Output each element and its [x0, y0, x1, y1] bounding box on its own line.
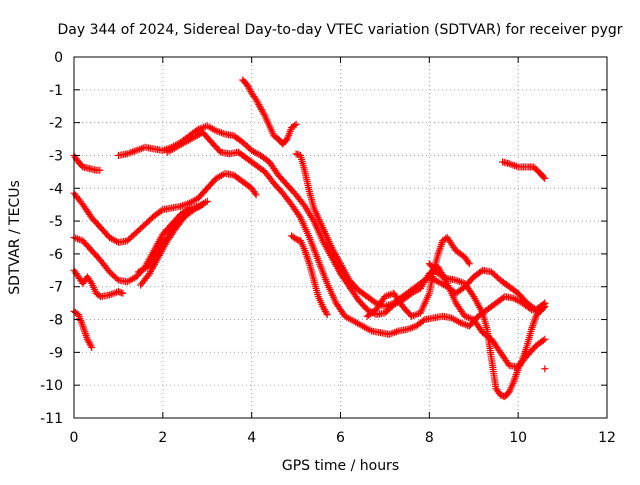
series-arc-f [134, 207, 193, 276]
data-point [322, 309, 330, 317]
series-arc-b [70, 170, 260, 246]
x-tick-label: 4 [247, 430, 256, 446]
x-tick-label: 8 [425, 430, 434, 446]
data-point [295, 212, 303, 220]
x-tick-label: 0 [70, 430, 79, 446]
y-tick-label: -5 [49, 214, 63, 230]
x-tick-label: 6 [336, 430, 345, 446]
data-point [88, 343, 96, 351]
x-tick-label: 2 [158, 430, 167, 446]
data-points [70, 76, 549, 401]
y-tick-label: -1 [49, 83, 63, 99]
y-tick-label: -3 [49, 148, 63, 164]
y-tick-label: -8 [49, 313, 63, 329]
data-point [113, 275, 121, 283]
data-point [203, 197, 211, 205]
data-point [96, 166, 104, 174]
data-point [465, 260, 473, 268]
data-point [157, 207, 165, 215]
y-tick-label: -6 [49, 247, 63, 263]
y-tick-label: -11 [40, 411, 63, 427]
series-arc-j [239, 76, 300, 148]
y-tick-label: -2 [49, 116, 63, 132]
series-arc-m [363, 234, 473, 320]
x-tick-label: 10 [509, 430, 527, 446]
data-point [464, 258, 472, 266]
series-arc-i [163, 128, 549, 338]
y-tick-label: -10 [40, 378, 63, 394]
data-point [323, 311, 331, 319]
y-tick-label: -4 [49, 181, 63, 197]
data-point [419, 317, 427, 325]
series-arc-k [292, 150, 549, 314]
data-point [541, 174, 549, 182]
data-point [291, 234, 299, 242]
series-arc-d [70, 266, 127, 301]
data-point [119, 289, 127, 297]
series-arc-n [425, 260, 549, 401]
y-tick-label: 0 [54, 50, 63, 66]
axis-ticks: 0 2 4 6 8 10 12 0 -1 -2 -3 -4 -5 -6 -7 -8 -9 -10 -11 [40, 50, 616, 446]
data-point [539, 336, 547, 344]
data-point [540, 301, 548, 309]
data-point [199, 201, 207, 209]
x-axis-label: GPS time / hours [282, 458, 399, 474]
x-tick-label: 12 [598, 430, 616, 446]
data-point [541, 299, 549, 307]
series-arc-p [541, 365, 549, 373]
data-point [87, 342, 95, 350]
data-point [540, 173, 548, 181]
data-point [184, 209, 192, 217]
data-point [291, 121, 299, 129]
series-arc-l [288, 232, 331, 319]
data-point [260, 110, 268, 118]
data-point [251, 189, 259, 197]
data-point [541, 335, 549, 343]
y-tick-label: -9 [49, 345, 63, 361]
data-point [252, 191, 260, 199]
data-point [87, 278, 95, 286]
series-arc-o [499, 158, 549, 182]
data-point [292, 120, 300, 128]
data-point [185, 207, 193, 215]
y-axis-label: SDTVAR / TECUs [7, 180, 23, 295]
series-arc-g [70, 307, 96, 351]
chart-title: Day 344 of 2024, Sidereal Day-to-day VTE… [57, 22, 622, 38]
data-point [541, 365, 549, 373]
y-tick-label: -7 [49, 280, 63, 296]
